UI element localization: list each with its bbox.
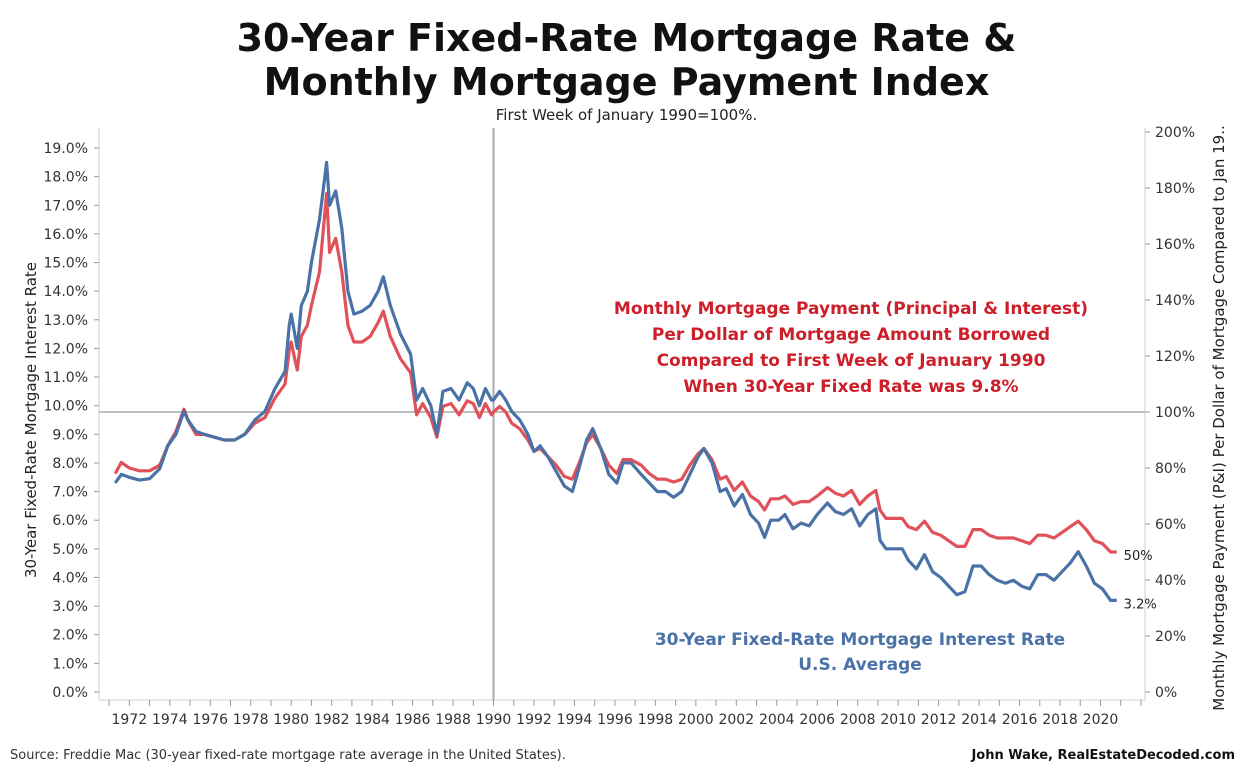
rate-annotation-line-1: 30-Year Fixed-Rate Mortgage Interest Rat… xyxy=(655,630,1065,650)
rate-series-line xyxy=(113,160,1117,603)
rate-end-label: 3.2% xyxy=(1124,597,1157,612)
y-left-tick-label: 2.0% xyxy=(52,628,88,644)
y-right-tick-label: 60% xyxy=(1155,517,1186,533)
x-axis: 1972 1974 1976 1978 1980 1982 1984 1986 1988 1990… xyxy=(108,700,1142,728)
payment-annotation-line-1: Monthly Mortgage Payment (Principal & In… xyxy=(614,299,1088,319)
x-tick-label: 2004 xyxy=(759,712,795,728)
chart-subtitle: First Week of January 1990=100%. xyxy=(495,106,758,124)
y-left-tick-label: 4.0% xyxy=(52,570,88,586)
x-tick-label: 2002 xyxy=(718,712,754,728)
y-right-tick-label: 0% xyxy=(1155,685,1177,701)
x-tick-label: 1996 xyxy=(597,712,633,728)
x-tick-label: 1974 xyxy=(152,712,188,728)
series-lines xyxy=(113,160,1117,603)
x-tick-label: 2014 xyxy=(961,712,997,728)
y-left-tick-label: 13.0% xyxy=(44,313,88,329)
x-tick-label: 1994 xyxy=(557,712,593,728)
y-right-tick-label: 40% xyxy=(1155,573,1186,589)
x-tick-label: 1990 xyxy=(476,712,512,728)
x-tick-label: 1998 xyxy=(638,712,674,728)
gridlines xyxy=(98,128,1146,701)
x-tick-label: 2008 xyxy=(840,712,876,728)
x-tick-label: 2010 xyxy=(880,712,916,728)
x-tick-label: 2016 xyxy=(1002,712,1038,728)
y-left-tick-label: 14.0% xyxy=(44,284,88,300)
y-axis-right-label: Monthly Mortgage Payment (P&I) Per Dolla… xyxy=(1210,125,1228,710)
y-left-tick-label: 19.0% xyxy=(44,141,88,157)
x-tick-label: 2020 xyxy=(1083,712,1119,728)
y-left-tick-label: 0.0% xyxy=(52,685,88,701)
x-tick-label: 1982 xyxy=(314,712,350,728)
x-tick-label: 1988 xyxy=(435,712,471,728)
y-left-tick-label: 12.0% xyxy=(44,341,88,357)
y-left-tick-label: 5.0% xyxy=(52,542,88,558)
y-right-tick-label: 160% xyxy=(1155,237,1195,253)
payment-series-line xyxy=(113,192,1117,554)
x-tick-label: 1972 xyxy=(112,712,148,728)
rate-annotation-line-2: U.S. Average xyxy=(798,655,922,675)
y-left-tick-label: 18.0% xyxy=(44,170,88,186)
y-right-tick-label: 100% xyxy=(1155,405,1195,421)
y-right-tick-label: 140% xyxy=(1155,293,1195,309)
y-axis-right: 0% 20% 40% 60% 80% 100% 120% 140% 160% 180% 200% xyxy=(1145,125,1195,701)
x-tick-label: 1986 xyxy=(395,712,431,728)
y-right-tick-label: 180% xyxy=(1155,181,1195,197)
x-tick-label: 2006 xyxy=(799,712,835,728)
payment-annotation-line-4: When 30-Year Fixed Rate was 9.8% xyxy=(683,377,1018,397)
y-left-tick-label: 16.0% xyxy=(44,227,88,243)
x-tick-label: 2012 xyxy=(921,712,957,728)
x-tick-label: 1980 xyxy=(273,712,309,728)
y-left-tick-label: 6.0% xyxy=(52,513,88,529)
y-left-tick-label: 11.0% xyxy=(44,370,88,386)
x-tick-label: 2000 xyxy=(678,712,714,728)
y-left-tick-label: 9.0% xyxy=(52,427,88,443)
x-tick-label: 1992 xyxy=(516,712,552,728)
y-left-tick-label: 17.0% xyxy=(44,198,88,214)
x-tick-label: 1978 xyxy=(233,712,269,728)
x-tick-label: 1984 xyxy=(354,712,390,728)
y-right-tick-label: 20% xyxy=(1155,629,1186,645)
y-left-tick-label: 15.0% xyxy=(44,256,88,272)
y-left-tick-label: 1.0% xyxy=(52,656,88,672)
y-right-tick-label: 200% xyxy=(1155,125,1195,141)
y-right-tick-label: 80% xyxy=(1155,461,1186,477)
y-left-tick-label: 10.0% xyxy=(44,399,88,415)
y-left-tick-label: 8.0% xyxy=(52,456,88,472)
chart-title-line-2: Monthly Mortgage Payment Index xyxy=(263,60,990,104)
x-tick-label: 1976 xyxy=(192,712,228,728)
author-credit: John Wake, RealEstateDecoded.com xyxy=(971,748,1235,763)
x-tick-label: 2018 xyxy=(1042,712,1078,728)
y-left-tick-label: 7.0% xyxy=(52,485,88,501)
payment-annotation-line-3: Compared to First Week of January 1990 xyxy=(657,351,1046,371)
chart-title-line-1: 30-Year Fixed-Rate Mortgage Rate & xyxy=(236,16,1017,60)
source-note: Source: Freddie Mac (30-year fixed-rate … xyxy=(10,748,566,763)
y-left-tick-label: 3.0% xyxy=(52,599,88,615)
payment-annotation-line-2: Per Dollar of Mortgage Amount Borrowed xyxy=(652,325,1050,345)
y-right-tick-label: 120% xyxy=(1155,349,1195,365)
y-axis-left-label: 30-Year Fixed-Rate Mortgage Interest Rat… xyxy=(22,262,40,578)
y-axis-left: 0.0% 1.0% 2.0% 3.0% 4.0% 5.0% 6.0% 7.0% 8.0% 9.0%… xyxy=(44,141,99,701)
payment-end-label: 50% xyxy=(1124,549,1153,564)
